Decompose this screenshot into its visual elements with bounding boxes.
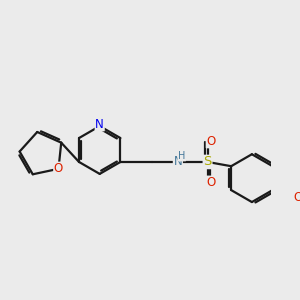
Text: N: N — [173, 155, 182, 169]
Text: O: O — [206, 135, 216, 148]
Text: S: S — [203, 155, 212, 169]
Text: H: H — [178, 151, 185, 161]
Text: O: O — [206, 176, 216, 189]
Text: N: N — [95, 118, 104, 131]
Text: O: O — [293, 191, 300, 204]
Text: O: O — [54, 162, 63, 175]
